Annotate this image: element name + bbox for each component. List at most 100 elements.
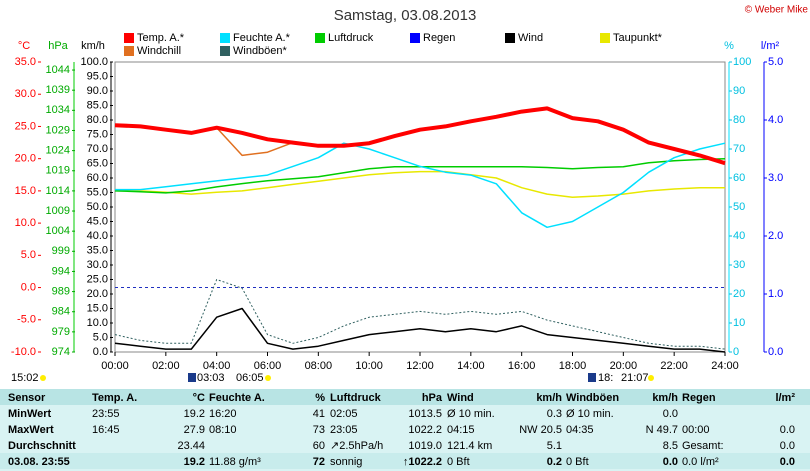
table-cell: MaxWert [8,424,54,436]
table-cell: % [315,392,325,404]
y-tick-label: 974 [52,346,70,358]
y-tick-label: 80.0 [87,114,108,126]
y-tick-label: 60.0 [87,172,108,184]
y-tick-label: 0.0 [21,281,36,293]
y-tick-label: 1004 [46,225,70,237]
table-cell: 0.0 [779,440,795,452]
table-cell: l/m² [775,392,795,404]
table-cell: Luftdruck [330,392,381,404]
legend-label: Wind [518,32,543,44]
table-cell: 60 [312,440,325,452]
y-tick-label: 35.0 [87,244,108,256]
legend-swatch [124,33,134,43]
x-tick-label: 00:00 [101,360,129,372]
x-tick-label: 18:00 [559,360,587,372]
y-tick-label: 1044 [46,64,70,76]
y-tick-label: 15.0 [15,185,36,197]
table-cell: 16:20 [209,408,237,420]
table-cell: Regen [682,392,716,404]
x-tick-label: 12:00 [406,360,434,372]
y-tick-label: -10.0 [11,346,36,358]
table-cell: 0.0 [779,456,795,468]
y-tick-label: 50 [733,201,745,213]
sun-icon [40,375,46,381]
series-line [114,279,726,350]
table-cell: Windböen [566,392,620,404]
y-tick-label: 2.0 [768,230,783,242]
y-tick-label: 30.0 [87,259,108,271]
y-tick-label: 100 [733,56,751,68]
chart-title: Samstag, 03.08.2013 [334,7,477,24]
table-cell: 23:05 [330,424,358,436]
legend-swatch [410,33,420,43]
y-tick-label: 45.0 [87,215,108,227]
legend-label: Taupunkt* [613,32,663,44]
table-cell: 8.5 [662,440,678,452]
table-cell: 0 Bft [566,456,589,468]
table-cell: 1019.0 [408,440,442,452]
x-tick-label: 06:00 [254,360,282,372]
x-tick-label: 02:00 [152,360,180,372]
y-tick-label: 70 [733,143,745,155]
table-cell: 0.0 [662,456,678,468]
sun-moon-time: 18: [598,372,613,384]
copyright: © Weber Mike [745,5,809,16]
legend-swatch [600,33,610,43]
y-tick-label: 25.0 [15,120,36,132]
table-cell: 1013.5 [408,408,442,420]
y-tick-label: 1019 [46,165,70,177]
table-cell: Feuchte A. [209,392,265,404]
table-cell: Ø 10 min. [447,408,495,420]
legend-label: Windböen* [233,45,288,57]
y-tick-label: 20.0 [87,288,108,300]
sun-icon [648,375,654,381]
row-background [0,389,810,405]
y-tick-label: 5.0 [21,249,36,261]
table-cell: 23.44 [177,440,205,452]
y-tick-label: 35.0 [15,56,36,68]
series-line [115,142,726,229]
y-tick-label: 10 [733,317,745,329]
y-tick-label: 1024 [46,145,70,157]
y-tick-label: 10.0 [87,317,108,329]
x-tick-label: 14:00 [457,360,485,372]
x-tick-label: 20:00 [610,360,638,372]
y-tick-label: 3.0 [768,172,783,184]
table-cell: °C [192,392,205,404]
table-cell: hPa [421,392,442,404]
table-cell: km/h [652,392,678,404]
legend-label: Feuchte A.* [233,32,291,44]
table-cell: 19.2 [183,408,205,420]
table-cell: Temp. A. [92,392,138,404]
y-tick-label: 1029 [46,124,70,136]
legend-swatch [124,46,134,56]
legend-label: Windchill [137,45,181,57]
table-cell: 19.2 [183,456,205,468]
table-cell: Ø 10 min. [566,408,614,420]
table-cell: 72 [312,456,325,468]
y-tick-label: 90.0 [87,85,108,97]
y-tick-label: 85.0 [87,99,108,111]
y-tick-label: 30 [733,259,745,271]
y-tick-label: 1014 [46,185,70,197]
table-cell: 08:10 [209,424,237,436]
y-tick-label: 20.0 [15,153,36,165]
table-cell: 04:15 [447,424,475,436]
table-cell: N 49.7 [645,424,678,436]
y-tick-label: 989 [52,285,70,297]
table-cell: MinWert [8,408,52,420]
table-cell: 0.3 [546,408,562,420]
table-cell: 04:35 [566,424,594,436]
y-tick-label: 100.0 [80,56,108,68]
y-tick-label: 70.0 [87,143,108,155]
y-tick-label: 55.0 [87,186,108,198]
x-tick-label: 10:00 [355,360,383,372]
legend-swatch [315,33,325,43]
y-tick-label: 984 [52,306,70,318]
x-tick-label: 04:00 [203,360,231,372]
sun-icon [265,375,271,381]
y-tick-label: 5.0 [768,56,783,68]
y-tick-label: 25.0 [87,273,108,285]
y-tick-label: 994 [52,265,70,277]
table-cell: 121.4 km [447,440,493,452]
